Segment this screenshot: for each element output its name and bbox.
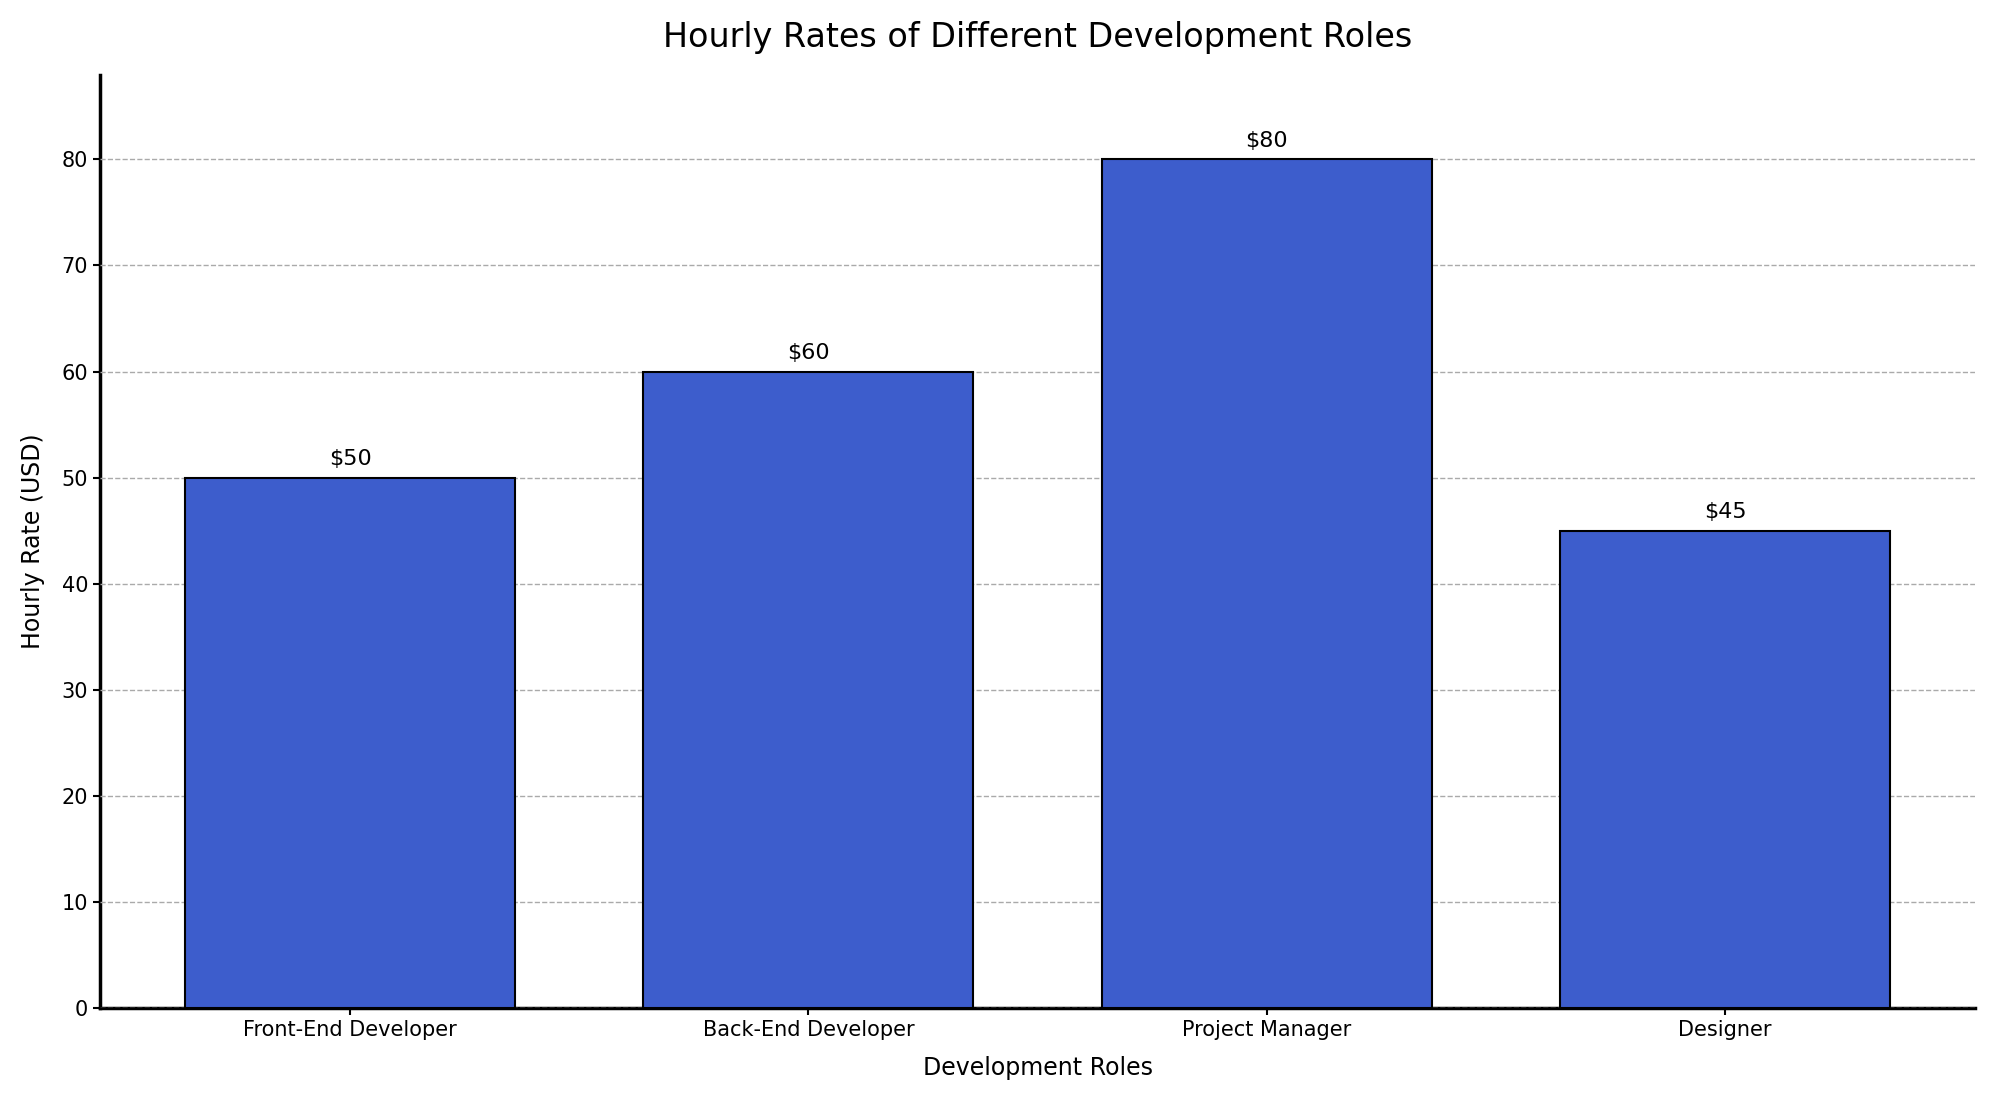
Text: $45: $45: [1705, 502, 1746, 522]
Bar: [1561, 531, 1890, 1007]
X-axis label: Development Roles: Development Roles: [922, 1056, 1152, 1080]
Y-axis label: Hourly Rate (USD): Hourly Rate (USD): [20, 434, 44, 648]
Text: $80: $80: [1246, 131, 1287, 151]
Bar: [1102, 160, 1431, 1007]
Text: $50: $50: [329, 449, 371, 469]
Text: $60: $60: [786, 344, 830, 363]
Title: Hourly Rates of Different Development Roles: Hourly Rates of Different Development Ro…: [663, 21, 1413, 54]
Bar: [186, 478, 515, 1007]
Bar: [643, 371, 974, 1007]
